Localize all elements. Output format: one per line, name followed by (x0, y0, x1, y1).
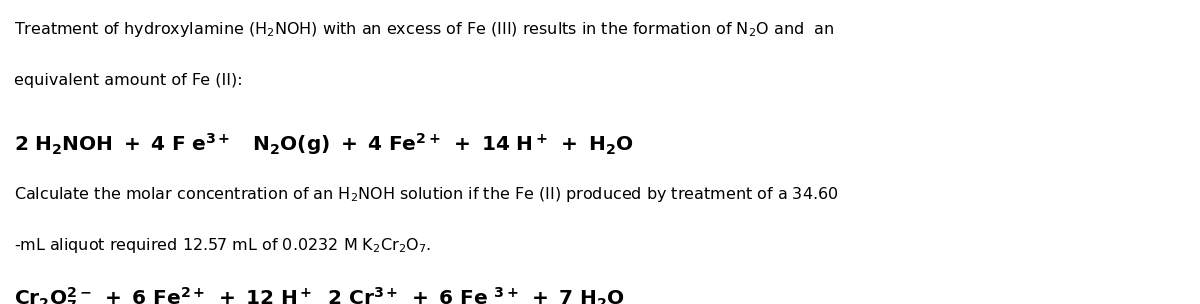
Text: -mL aliquot required 12.57 mL of 0.0232 M K$_2$Cr$_2$O$_7$.: -mL aliquot required 12.57 mL of 0.0232 … (14, 236, 432, 255)
Text: $\bf{2\ H_2NOH\ +\ 4\ F\ e^{3+}\ \ \ N_2O(g)\ +\ 4\ Fe^{2+}\ +\ 14\ H^+\ +\ H_2O: $\bf{2\ H_2NOH\ +\ 4\ F\ e^{3+}\ \ \ N_2… (14, 131, 634, 157)
Text: equivalent amount of Fe (II):: equivalent amount of Fe (II): (14, 73, 244, 88)
Text: Treatment of hydroxylamine (H$_2$NOH) with an excess of Fe (III) results in the : Treatment of hydroxylamine (H$_2$NOH) wi… (14, 20, 835, 39)
Text: Calculate the molar concentration of an H$_2$NOH solution if the Fe (II) produce: Calculate the molar concentration of an … (14, 185, 839, 204)
Text: $\bf{Cr_2O_7^{2-}\ +\ 6\ Fe^{2+}\ +\ 12\ H^+\ \ 2\ Cr^{3+}\ +\ 6\ Fe\ ^{3+}\ +\ : $\bf{Cr_2O_7^{2-}\ +\ 6\ Fe^{2+}\ +\ 12\… (14, 286, 625, 304)
